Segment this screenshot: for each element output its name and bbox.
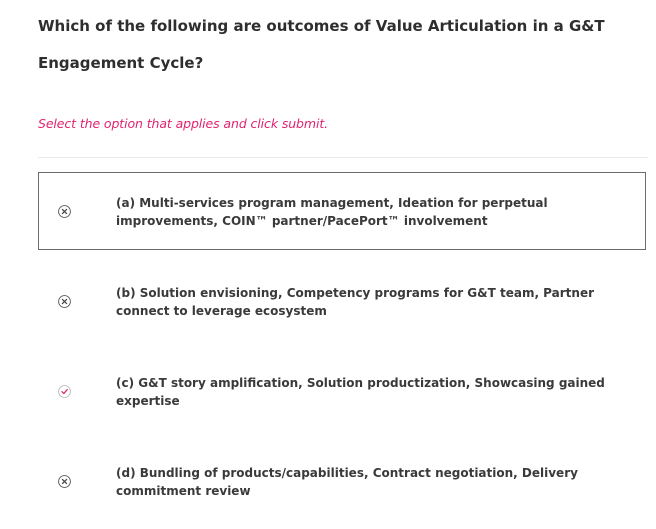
option-a[interactable]: (a) Multi-services program management, I… — [38, 172, 646, 250]
question-text: Which of the following are outcomes of V… — [38, 17, 605, 72]
close-circle-icon — [58, 295, 71, 308]
option-b-label: (b) Solution envisioning, Competency pro… — [116, 286, 595, 318]
option-c-label: (c) G&T story amplification, Solution pr… — [116, 376, 605, 408]
option-d-label: (d) Bundling of products/capabilities, C… — [116, 466, 578, 498]
option-c[interactable]: (c) G&T story amplification, Solution pr… — [38, 352, 646, 430]
divider — [38, 157, 648, 158]
close-circle-icon — [58, 475, 71, 488]
close-circle-icon — [58, 205, 71, 218]
option-a-label: (a) Multi-services program management, I… — [116, 196, 548, 228]
option-b[interactable]: (b) Solution envisioning, Competency pro… — [38, 262, 646, 340]
check-circle-icon — [58, 385, 71, 398]
instruction-text: Select the option that applies and click… — [38, 116, 329, 131]
option-d[interactable]: (d) Bundling of products/capabilities, C… — [38, 442, 646, 520]
